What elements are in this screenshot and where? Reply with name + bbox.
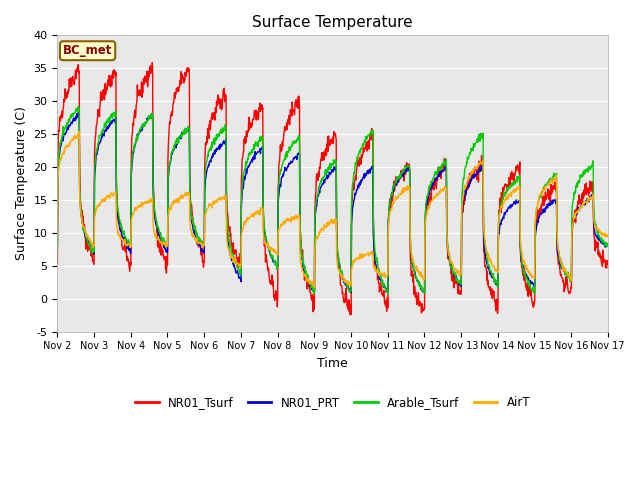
NR01_Tsurf bbox=[419, 304, 426, 310]
NR01_Tsurf bbox=[163, 263, 171, 269]
Line: NR01_Tsurf: NR01_Tsurf bbox=[58, 63, 608, 314]
Line: AirT: AirT bbox=[58, 132, 608, 288]
NR01_PRT bbox=[163, 250, 171, 255]
Arable_Tsurf bbox=[491, 276, 499, 281]
Arable_Tsurf bbox=[310, 291, 318, 297]
NR01_PRT bbox=[420, 290, 428, 296]
NR01_PRT bbox=[75, 109, 83, 115]
NR01_Tsurf bbox=[238, 170, 246, 176]
Title: Surface Temperature: Surface Temperature bbox=[252, 15, 413, 30]
NR01_PRT bbox=[177, 134, 184, 140]
Arable_Tsurf bbox=[75, 103, 83, 109]
Arable_Tsurf bbox=[604, 243, 612, 249]
NR01_PRT bbox=[54, 242, 61, 248]
NR01_Tsurf bbox=[177, 78, 184, 84]
AirT bbox=[310, 285, 317, 291]
NR01_Tsurf bbox=[604, 260, 612, 265]
NR01_PRT bbox=[491, 276, 499, 282]
NR01_Tsurf bbox=[540, 193, 547, 199]
NR01_PRT bbox=[540, 210, 547, 216]
NR01_PRT bbox=[419, 286, 426, 292]
Arable_Tsurf bbox=[177, 133, 184, 139]
NR01_Tsurf bbox=[491, 296, 499, 302]
NR01_PRT bbox=[238, 198, 246, 204]
AirT bbox=[76, 129, 83, 134]
Text: BC_met: BC_met bbox=[63, 44, 112, 57]
X-axis label: Time: Time bbox=[317, 357, 348, 370]
AirT bbox=[177, 194, 184, 200]
AirT bbox=[419, 273, 426, 279]
AirT bbox=[238, 231, 246, 237]
AirT bbox=[540, 189, 547, 194]
Arable_Tsurf bbox=[419, 288, 426, 293]
Arable_Tsurf bbox=[238, 191, 246, 197]
Arable_Tsurf bbox=[540, 187, 547, 192]
NR01_Tsurf bbox=[54, 261, 61, 267]
AirT bbox=[163, 243, 171, 249]
Arable_Tsurf bbox=[163, 243, 171, 249]
Line: Arable_Tsurf: Arable_Tsurf bbox=[58, 106, 608, 294]
AirT bbox=[491, 266, 499, 272]
Y-axis label: Surface Temperature (C): Surface Temperature (C) bbox=[15, 107, 28, 261]
Legend: NR01_Tsurf, NR01_PRT, Arable_Tsurf, AirT: NR01_Tsurf, NR01_PRT, Arable_Tsurf, AirT bbox=[130, 391, 535, 413]
AirT bbox=[54, 233, 61, 239]
AirT bbox=[604, 232, 612, 238]
Arable_Tsurf bbox=[54, 247, 61, 252]
NR01_Tsurf bbox=[148, 60, 156, 66]
NR01_Tsurf bbox=[346, 312, 354, 317]
Line: NR01_PRT: NR01_PRT bbox=[58, 112, 608, 293]
NR01_PRT bbox=[604, 243, 612, 249]
